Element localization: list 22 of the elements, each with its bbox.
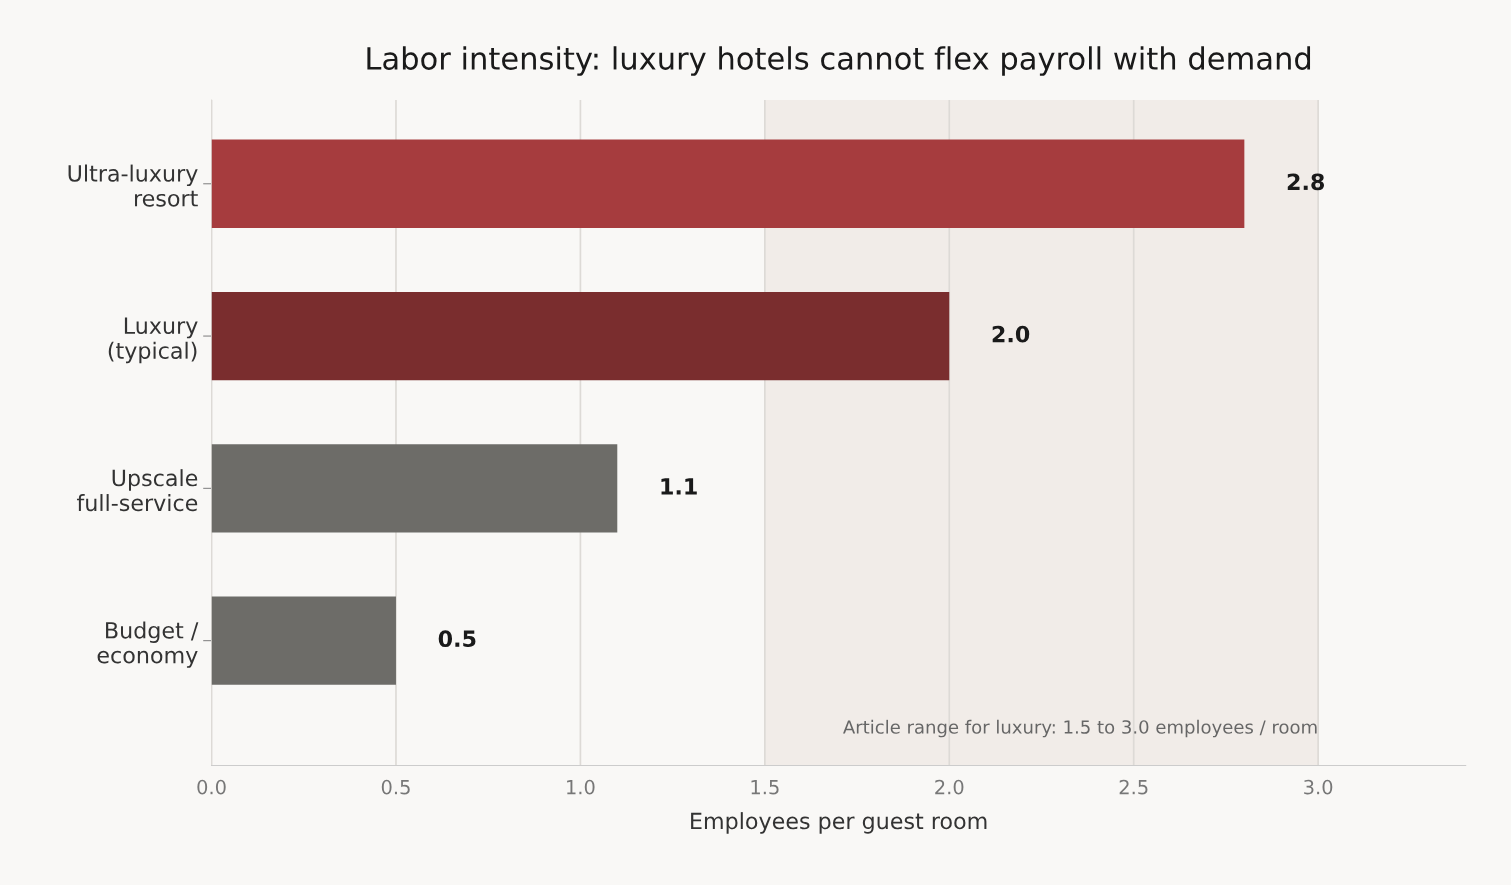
data-label: 2.8 <box>1287 173 1325 191</box>
y-tick-label: Luxury (typical) <box>108 317 198 364</box>
chart-title: Labor intensity: luxury hotels cannot flex payroll with demand <box>367 46 1311 76</box>
data-label: 0.5 <box>438 630 476 648</box>
x-axis-title: Employees per guest room <box>691 812 987 834</box>
x-tick-label: 2.5 <box>1119 779 1148 795</box>
bar <box>211 291 950 381</box>
x-tick-label: 0.0 <box>197 779 226 795</box>
data-label: 2.0 <box>992 325 1030 343</box>
bar <box>211 444 618 533</box>
x-tick-label: 2.0 <box>935 779 964 795</box>
bar <box>211 596 396 685</box>
y-tick-label: Upscale full-service <box>76 469 198 512</box>
bar <box>211 139 1245 228</box>
band-label: Article range for luxury: 1.5 to 3.0 employees / room <box>843 719 1317 738</box>
x-tick-label: 0.5 <box>381 779 410 795</box>
x-tick-label: 1.0 <box>567 779 595 795</box>
y-tick-label: Ultra-luxury resort <box>68 164 198 207</box>
y-tick-label: Budget / economy <box>97 621 199 668</box>
x-tick-label: 1.5 <box>751 780 779 795</box>
data-label: 1.1 <box>661 478 697 495</box>
x-tick-label: 3.0 <box>1304 779 1333 795</box>
